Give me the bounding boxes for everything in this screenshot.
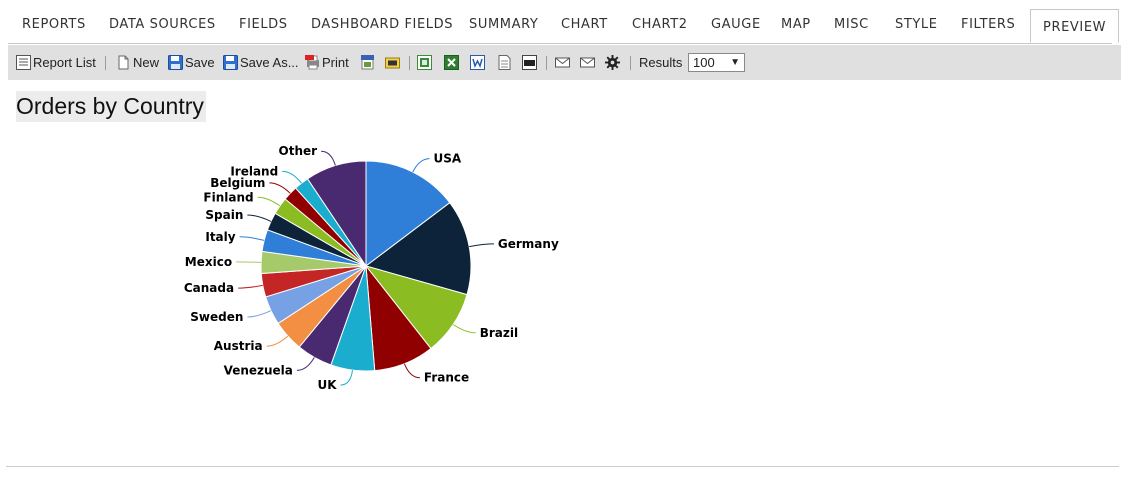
excel-export-icon: [417, 55, 432, 70]
tab-reports[interactable]: REPORTS: [22, 17, 86, 32]
save-button[interactable]: Save: [168, 45, 215, 80]
excel-icon: [444, 55, 459, 70]
toolbar-divider: [409, 56, 410, 70]
pie-connector-finland: [257, 196, 281, 207]
pie-connector-usa: [412, 158, 430, 173]
text-export-button[interactable]: [497, 45, 512, 80]
save-label: Save: [185, 55, 215, 70]
pie-label-other: Other: [279, 144, 318, 158]
pie-label-germany: Germany: [498, 237, 559, 251]
save-icon: [168, 55, 183, 70]
report-toolbar: Report List New Save Save As... Print: [8, 45, 1121, 80]
print-label: Print: [322, 55, 349, 70]
pie-connector-france: [403, 363, 420, 379]
toolbar-divider: [105, 56, 106, 70]
tab-dashboard-fields[interactable]: DASHBOARD FIELDS: [311, 17, 454, 32]
sql-button[interactable]: [385, 45, 400, 80]
report-list-icon: [16, 55, 31, 70]
chevron-down-icon: ▼: [730, 57, 740, 68]
settings-button[interactable]: [605, 45, 620, 80]
pie-label-ireland: Ireland: [230, 164, 278, 178]
excel-export-button[interactable]: [417, 45, 432, 80]
pie-label-spain: Spain: [205, 208, 243, 222]
html-export-icon: [360, 55, 375, 70]
pie-label-canada: Canada: [184, 281, 234, 295]
pie-connector-canada: [238, 284, 263, 289]
pie-label-uk: UK: [318, 378, 338, 392]
tab-gauge[interactable]: GAUGE: [711, 17, 761, 32]
tab-map[interactable]: MAP: [781, 17, 811, 32]
text-export-icon: [497, 55, 512, 70]
pie-label-france: France: [424, 371, 469, 385]
pie-slice-usa[interactable]: [365, 160, 451, 268]
pie-connector-mexico: [236, 261, 262, 263]
email-button[interactable]: [555, 45, 570, 80]
tab-misc[interactable]: MISC: [834, 17, 869, 32]
pie-label-sweden: Sweden: [190, 310, 243, 324]
report-title: Orders by Country: [16, 91, 206, 122]
pie-slice-other[interactable]: [306, 160, 367, 268]
html-export-button[interactable]: [360, 45, 375, 80]
tab-data-sources[interactable]: DATA SOURCES: [109, 17, 216, 32]
new-label: New: [133, 55, 160, 70]
pie-connector-uk: [340, 370, 353, 386]
save-as-button[interactable]: Save As...: [223, 45, 299, 80]
tab-fields[interactable]: FIELDS: [239, 17, 288, 32]
pie-label-austria: Austria: [214, 339, 263, 353]
pie-label-mexico: Mexico: [185, 255, 232, 269]
bottom-divider: [6, 466, 1119, 467]
pie-slice-germany[interactable]: [364, 201, 472, 296]
pie-label-usa: USA: [434, 152, 462, 166]
results-label: Results: [639, 55, 683, 70]
pie-label-belgium: Belgium: [210, 176, 265, 190]
tab-summary[interactable]: SUMMARY: [469, 17, 539, 32]
pie-connector-ireland: [282, 170, 302, 184]
save-as-label: Save As...: [240, 55, 299, 70]
tab-preview[interactable]: PREVIEW: [1030, 9, 1120, 43]
save-as-icon: [223, 55, 238, 70]
results-select[interactable]: 100 ▼: [688, 53, 745, 72]
word-icon: [470, 55, 485, 70]
email-button-2[interactable]: [580, 45, 595, 80]
email-icon: [555, 55, 570, 70]
new-document-icon: [116, 55, 131, 70]
settings-gear-icon: [605, 55, 620, 70]
pie-connector-sweden: [247, 310, 272, 318]
pie-connector-germany: [469, 243, 494, 248]
tab-filters[interactable]: FILTERS: [961, 17, 1016, 32]
pie-label-italy: Italy: [205, 230, 235, 244]
tab-style[interactable]: STYLE: [895, 17, 938, 32]
pie-connector-spain: [247, 214, 272, 222]
email-icon-2: [580, 55, 595, 70]
pie-label-venezuela: Venezuela: [224, 363, 293, 377]
new-button[interactable]: New: [116, 45, 159, 80]
pie-connector-italy: [239, 236, 265, 241]
word-button[interactable]: [470, 45, 485, 80]
report-list-button[interactable]: Report List: [16, 45, 96, 80]
pie-connector-austria: [266, 335, 289, 347]
tab-bar: REPORTS DATA SOURCES FIELDS DASHBOARD FI…: [8, 0, 1120, 44]
excel-button[interactable]: [444, 45, 459, 80]
tab-chart[interactable]: CHART: [561, 17, 608, 32]
pie-connector-brazil: [452, 324, 476, 334]
toolbar-divider: [630, 56, 631, 70]
pie-connector-belgium: [269, 182, 291, 194]
pie-label-finland: Finland: [203, 190, 253, 204]
sql-icon: [385, 55, 400, 70]
pie-label-brazil: Brazil: [480, 326, 518, 340]
csv-export-icon: [522, 55, 537, 70]
pie-connector-other: [321, 150, 336, 166]
pdf-print-icon: [305, 55, 320, 70]
csv-export-button[interactable]: [522, 45, 537, 80]
print-button[interactable]: Print: [305, 45, 349, 80]
pie-connector-venezuela: [296, 357, 315, 371]
results-select-value: 100: [693, 55, 715, 70]
tab-chart2[interactable]: CHART2: [632, 17, 688, 32]
toolbar-divider: [546, 56, 547, 70]
report-list-label: Report List: [33, 55, 96, 70]
